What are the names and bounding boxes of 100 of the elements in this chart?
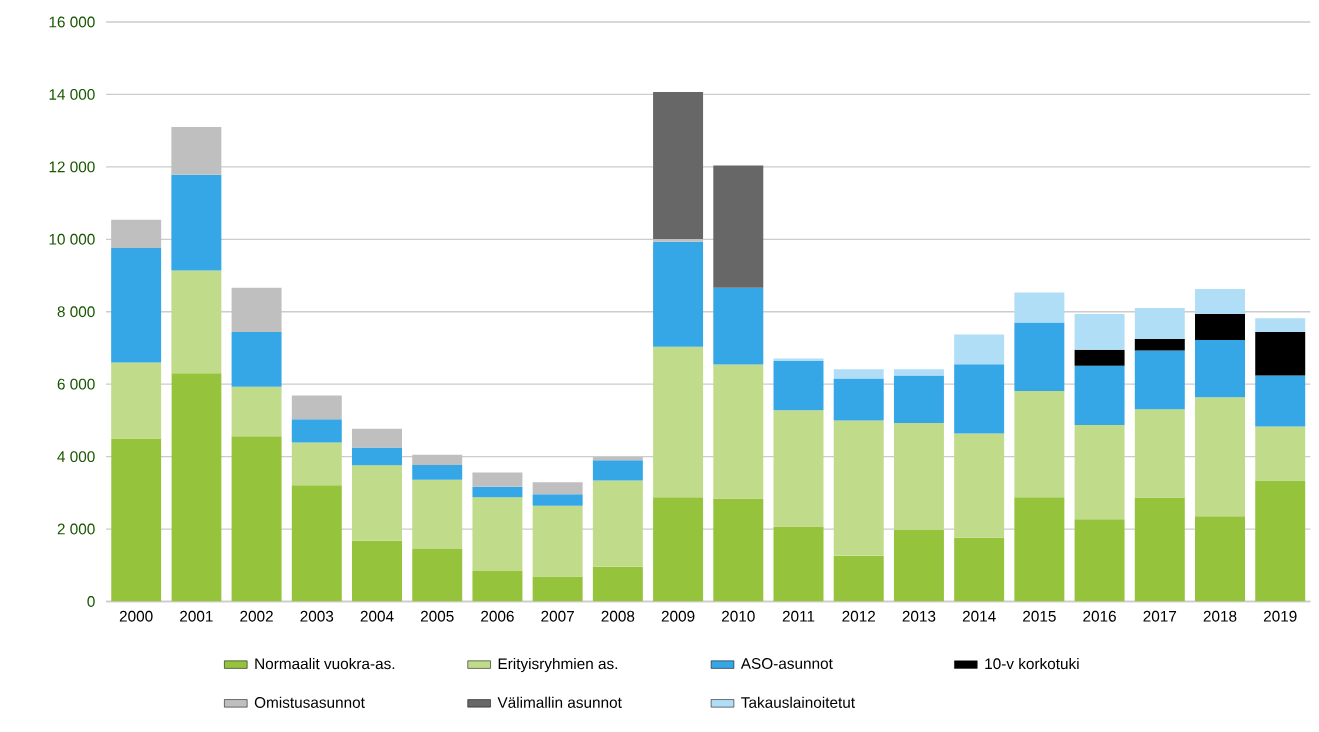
y-tick-label: 0 <box>87 595 95 607</box>
bar <box>893 369 944 376</box>
x-tick-label: 2011 <box>782 610 815 622</box>
x-tick-label: 2003 <box>300 610 334 622</box>
bar <box>713 165 764 288</box>
x-tick-label: 2002 <box>240 610 273 622</box>
bar <box>111 219 162 248</box>
bar <box>833 420 884 556</box>
bar <box>592 456 643 461</box>
y-tick-label: 8 000 <box>57 306 95 318</box>
bar <box>954 364 1005 434</box>
bar <box>1074 313 1125 350</box>
bar <box>472 570 523 602</box>
bar <box>893 422 944 531</box>
y-tick-label: 2 000 <box>57 523 95 535</box>
bar <box>532 482 583 495</box>
bar <box>472 497 523 571</box>
bar <box>231 386 282 437</box>
x-tick-label: 2013 <box>902 610 936 622</box>
x-tick-label: 2008 <box>601 610 635 622</box>
bar <box>773 526 824 602</box>
bar <box>1134 308 1185 339</box>
bar <box>833 378 884 421</box>
bar <box>713 498 764 602</box>
bar <box>954 334 1005 365</box>
y-tick-label: 14 000 <box>49 88 95 100</box>
bar <box>1134 350 1185 410</box>
bar <box>833 369 884 379</box>
bar <box>592 480 643 567</box>
x-tick-label: 2007 <box>541 610 574 622</box>
bar <box>833 555 884 602</box>
bar <box>171 126 222 175</box>
bar <box>653 241 704 347</box>
bar <box>713 287 764 365</box>
x-tick-label: 2001 <box>180 610 213 622</box>
x-tick-label: 2017 <box>1143 610 1177 622</box>
x-tick-label: 2018 <box>1203 610 1237 622</box>
bar <box>1074 365 1125 426</box>
bar <box>171 174 222 271</box>
bar <box>231 287 282 332</box>
bar <box>653 346 704 498</box>
bar <box>773 360 824 411</box>
y-tick-label: 10 000 <box>49 233 95 245</box>
y-tick-label: 4 000 <box>57 451 95 462</box>
bar <box>653 238 704 242</box>
legend-label: ASO-asunnot <box>740 658 833 669</box>
bar <box>592 566 643 602</box>
bar <box>171 270 222 374</box>
bar <box>893 530 944 602</box>
bar <box>231 436 282 602</box>
x-tick-label: 2019 <box>1263 610 1297 622</box>
bar <box>412 548 463 602</box>
bar <box>653 91 704 239</box>
bar <box>1074 349 1125 366</box>
bar <box>1195 516 1245 602</box>
x-tick-label: 2004 <box>360 610 394 622</box>
bar <box>653 497 704 602</box>
x-tick-label: 2005 <box>420 610 454 622</box>
bar <box>1255 426 1306 481</box>
legend-label: 10-v korkotuki <box>985 657 1079 670</box>
bar <box>412 464 463 480</box>
legend-label: Normaalit vuokra-as. <box>255 657 395 670</box>
bar <box>472 486 523 498</box>
bar <box>1255 318 1306 332</box>
bar <box>1255 331 1306 376</box>
legend-label: Omistusasunnot <box>254 696 365 708</box>
x-tick-label: 2010 <box>722 610 755 622</box>
bar <box>1195 339 1245 398</box>
bar <box>893 375 944 423</box>
x-tick-label: 2006 <box>481 610 514 622</box>
bar <box>1014 390 1065 498</box>
x-tick-label: 2016 <box>1083 610 1116 622</box>
bar <box>291 485 342 602</box>
bar <box>532 494 583 506</box>
legend-label: Takauslainoitetut <box>741 696 855 708</box>
bar <box>773 358 824 361</box>
bar <box>111 247 162 363</box>
bar <box>1134 497 1185 602</box>
bar <box>111 362 162 439</box>
bar <box>472 472 523 487</box>
y-tick-label: 16 000 <box>49 16 95 28</box>
bar <box>954 433 1005 538</box>
bar <box>1195 397 1245 517</box>
x-tick-label: 2015 <box>1023 610 1056 622</box>
bar <box>532 505 583 577</box>
bar <box>1074 519 1125 602</box>
x-tick-label: 2014 <box>962 610 996 622</box>
x-tick-label: 2009 <box>661 610 695 622</box>
bar <box>1014 292 1065 323</box>
bar <box>1134 338 1185 351</box>
bar <box>352 447 402 466</box>
bar <box>1014 497 1065 602</box>
bar <box>171 373 222 602</box>
bar <box>592 460 643 481</box>
y-tick-label: 6 000 <box>57 378 95 390</box>
bar <box>532 576 583 602</box>
bar <box>1074 425 1125 520</box>
bar <box>231 331 282 387</box>
bar <box>1134 409 1185 498</box>
legend-label: Erityisryhmien as. <box>498 657 618 673</box>
